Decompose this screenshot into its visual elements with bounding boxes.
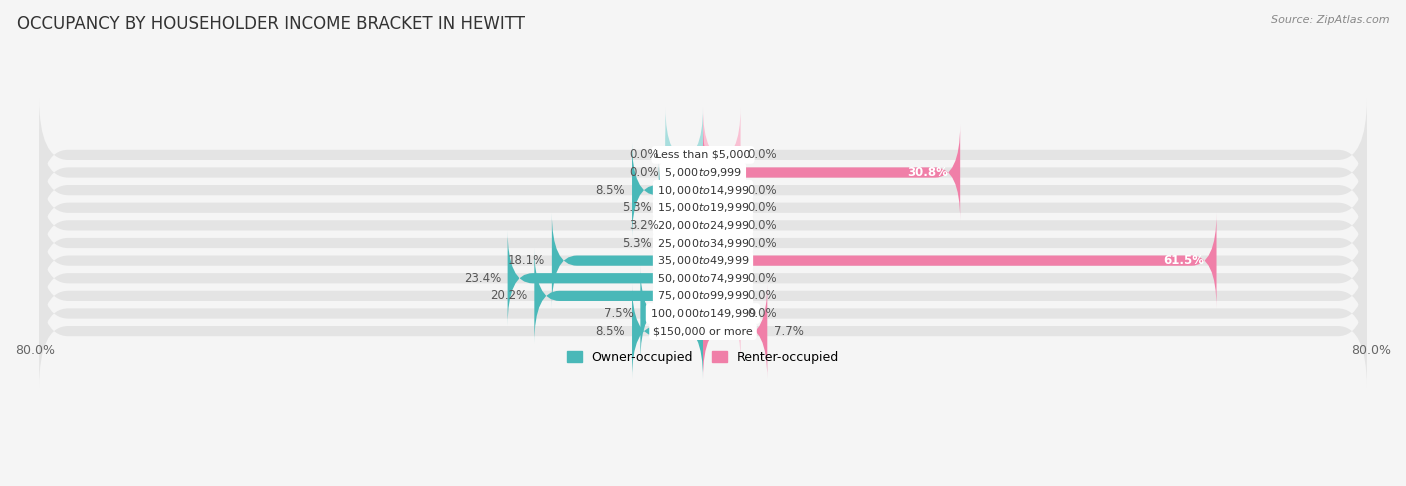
FancyBboxPatch shape [659,160,703,256]
Text: $35,000 to $49,999: $35,000 to $49,999 [657,254,749,267]
FancyBboxPatch shape [534,248,703,344]
FancyBboxPatch shape [659,195,703,291]
Text: 30.8%: 30.8% [907,166,948,179]
FancyBboxPatch shape [665,177,703,273]
Text: Source: ZipAtlas.com: Source: ZipAtlas.com [1271,15,1389,25]
FancyBboxPatch shape [508,230,703,326]
FancyBboxPatch shape [703,125,960,220]
Text: 5.3%: 5.3% [623,201,652,214]
FancyBboxPatch shape [39,222,1367,335]
FancyBboxPatch shape [39,239,1367,352]
Text: 3.2%: 3.2% [628,219,659,232]
FancyBboxPatch shape [703,142,741,238]
FancyBboxPatch shape [703,107,741,203]
Legend: Owner-occupied, Renter-occupied: Owner-occupied, Renter-occupied [562,346,844,368]
FancyBboxPatch shape [703,248,741,344]
Text: 8.5%: 8.5% [596,325,626,338]
FancyBboxPatch shape [640,266,703,361]
Text: $25,000 to $34,999: $25,000 to $34,999 [657,237,749,249]
FancyBboxPatch shape [553,213,703,309]
FancyBboxPatch shape [39,204,1367,317]
Text: 0.0%: 0.0% [747,148,778,161]
FancyBboxPatch shape [39,151,1367,264]
Text: $5,000 to $9,999: $5,000 to $9,999 [664,166,742,179]
Text: OCCUPANCY BY HOUSEHOLDER INCOME BRACKET IN HEWITT: OCCUPANCY BY HOUSEHOLDER INCOME BRACKET … [17,15,524,33]
FancyBboxPatch shape [703,195,741,291]
FancyBboxPatch shape [39,98,1367,211]
Text: $10,000 to $14,999: $10,000 to $14,999 [657,184,749,197]
FancyBboxPatch shape [703,213,1216,309]
Text: $100,000 to $149,999: $100,000 to $149,999 [650,307,756,320]
FancyBboxPatch shape [665,125,703,220]
Text: 5.3%: 5.3% [623,237,652,249]
Text: 8.5%: 8.5% [596,184,626,197]
FancyBboxPatch shape [39,134,1367,247]
Text: 80.0%: 80.0% [15,345,55,357]
FancyBboxPatch shape [39,187,1367,299]
Text: 0.0%: 0.0% [747,307,778,320]
FancyBboxPatch shape [703,230,741,326]
FancyBboxPatch shape [39,257,1367,370]
Text: $150,000 or more: $150,000 or more [654,326,752,336]
FancyBboxPatch shape [633,142,703,238]
Text: $20,000 to $24,999: $20,000 to $24,999 [657,219,749,232]
FancyBboxPatch shape [703,160,741,256]
Text: 18.1%: 18.1% [508,254,546,267]
FancyBboxPatch shape [703,177,741,273]
Text: 0.0%: 0.0% [628,148,659,161]
Text: 20.2%: 20.2% [491,289,527,302]
Text: Less than $5,000: Less than $5,000 [655,150,751,160]
Text: 0.0%: 0.0% [747,219,778,232]
Text: 0.0%: 0.0% [747,237,778,249]
Text: $50,000 to $74,999: $50,000 to $74,999 [657,272,749,285]
Text: 0.0%: 0.0% [747,272,778,285]
Text: 0.0%: 0.0% [747,184,778,197]
Text: 7.7%: 7.7% [773,325,804,338]
Text: 23.4%: 23.4% [464,272,501,285]
Text: 61.5%: 61.5% [1163,254,1204,267]
FancyBboxPatch shape [703,283,768,379]
Text: 80.0%: 80.0% [1351,345,1391,357]
Text: $15,000 to $19,999: $15,000 to $19,999 [657,201,749,214]
FancyBboxPatch shape [39,275,1367,388]
Text: 0.0%: 0.0% [747,289,778,302]
Text: $75,000 to $99,999: $75,000 to $99,999 [657,289,749,302]
Text: 0.0%: 0.0% [747,201,778,214]
FancyBboxPatch shape [665,107,703,203]
Text: 0.0%: 0.0% [628,166,659,179]
FancyBboxPatch shape [39,169,1367,282]
FancyBboxPatch shape [703,266,741,361]
FancyBboxPatch shape [39,116,1367,229]
Text: 7.5%: 7.5% [605,307,634,320]
FancyBboxPatch shape [633,283,703,379]
